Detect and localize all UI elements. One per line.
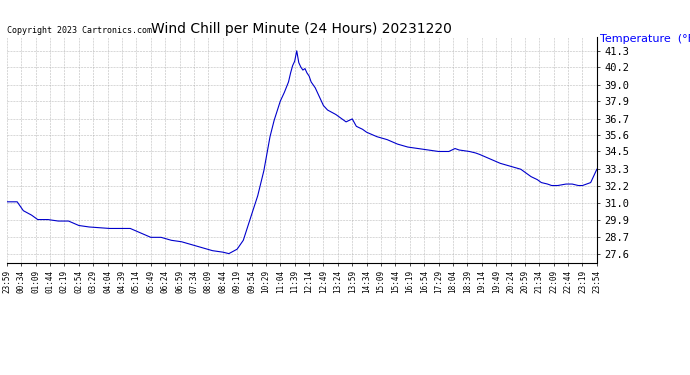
- Text: Copyright 2023 Cartronics.com: Copyright 2023 Cartronics.com: [7, 26, 152, 35]
- Title: Wind Chill per Minute (24 Hours) 20231220: Wind Chill per Minute (24 Hours) 2023122…: [151, 22, 453, 36]
- Text: Temperature  (°F): Temperature (°F): [600, 34, 690, 44]
